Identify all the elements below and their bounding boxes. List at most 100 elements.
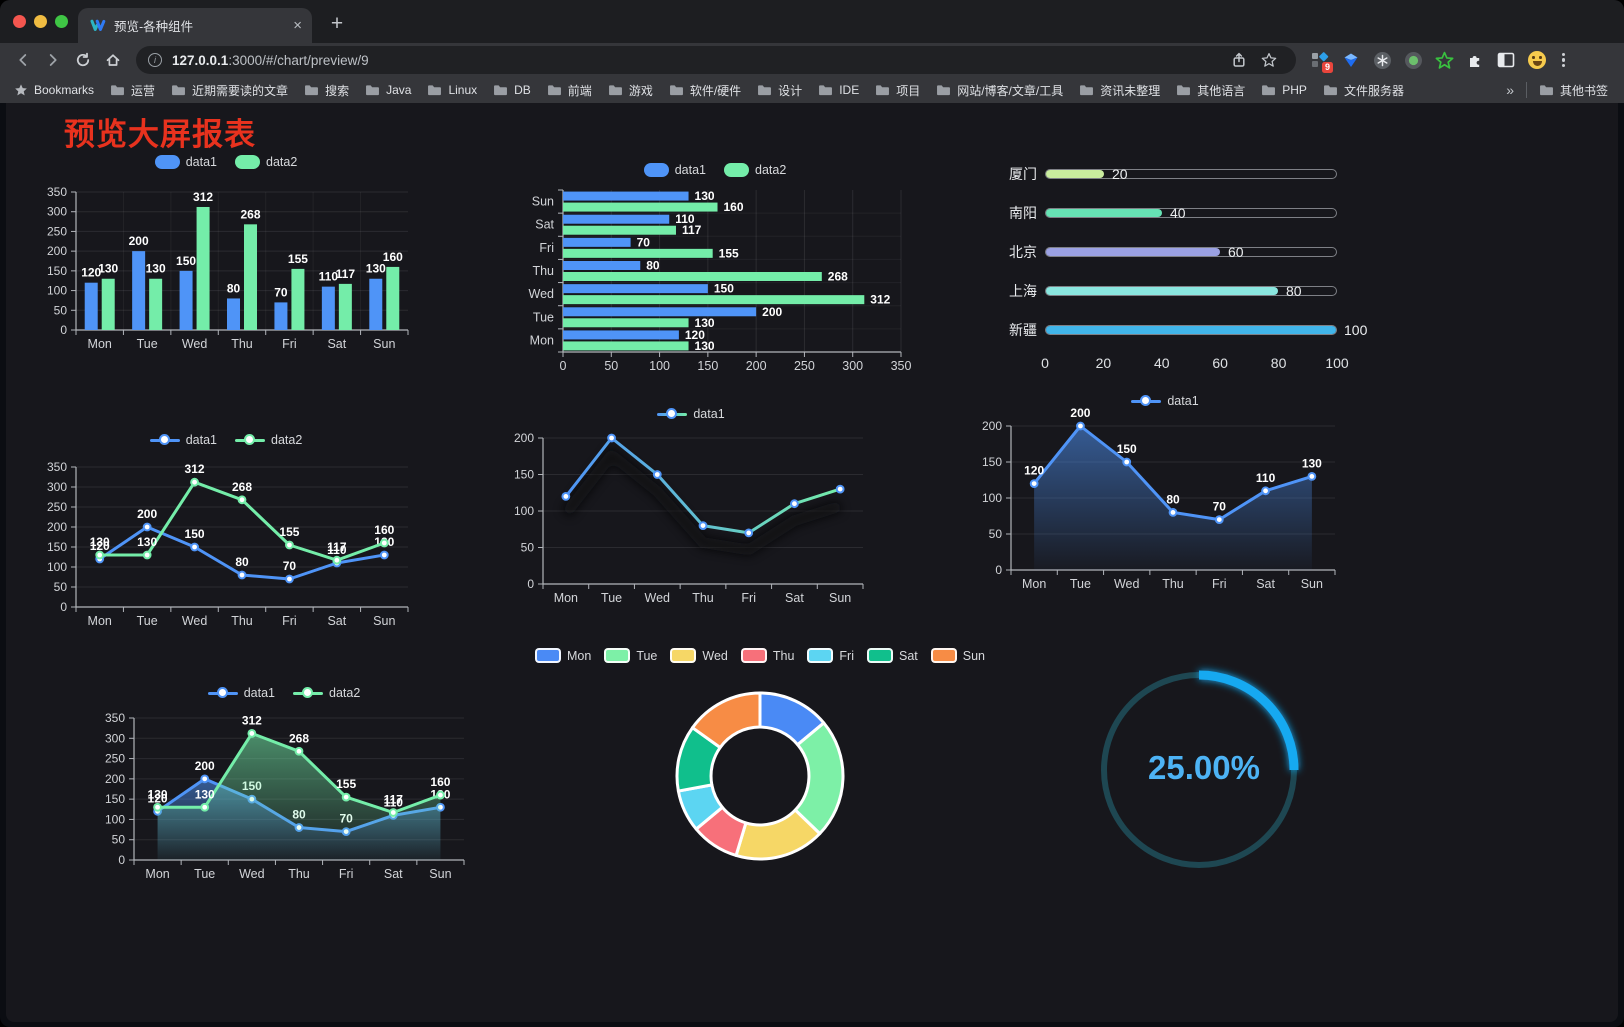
svg-text:Fri: Fri bbox=[741, 591, 756, 605]
legend-swatch bbox=[604, 648, 631, 663]
bookmark-item[interactable]: 其他语言 bbox=[1176, 82, 1245, 99]
legend-item-data1[interactable]: data1 bbox=[207, 686, 275, 700]
progress-value: 20 bbox=[1112, 166, 1128, 182]
bookmark-item[interactable]: DB bbox=[493, 83, 531, 97]
new-tab-button[interactable]: + bbox=[330, 12, 344, 35]
svg-text:200: 200 bbox=[129, 234, 149, 248]
bookmark-item[interactable]: 文件服务器 bbox=[1323, 82, 1404, 99]
svg-text:150: 150 bbox=[47, 264, 67, 278]
window-close-button[interactable] bbox=[13, 15, 26, 28]
legend-item-data1[interactable]: data1 bbox=[657, 407, 725, 421]
folder-icon bbox=[547, 85, 561, 96]
proxy-grid-icon[interactable]: 9 bbox=[1310, 50, 1333, 73]
svg-text:0: 0 bbox=[60, 600, 67, 614]
bookmark-item[interactable]: 前端 bbox=[547, 82, 592, 99]
pie-slice-Sun[interactable] bbox=[691, 691, 762, 750]
legend-item-Sat[interactable]: Sat bbox=[867, 648, 918, 663]
legend-item-data2[interactable]: data2 bbox=[235, 433, 302, 447]
star-outline-icon[interactable] bbox=[1434, 50, 1454, 70]
svg-text:130: 130 bbox=[366, 262, 386, 276]
bookmarks-overflow-icon[interactable]: » bbox=[1506, 82, 1514, 98]
emoji-icon[interactable] bbox=[1527, 50, 1547, 70]
forward-icon[interactable] bbox=[38, 46, 68, 74]
bookmark-item[interactable]: PHP bbox=[1261, 83, 1307, 97]
circle-asterisk-icon[interactable] bbox=[1372, 50, 1392, 70]
svg-text:200: 200 bbox=[514, 431, 534, 445]
circle-dot-icon[interactable] bbox=[1403, 50, 1423, 70]
svg-text:50: 50 bbox=[54, 303, 68, 317]
site-info-icon[interactable]: i bbox=[148, 53, 162, 67]
legend-item-data1[interactable]: data1 bbox=[149, 433, 217, 447]
svg-text:268: 268 bbox=[232, 480, 252, 494]
chart-gauge: 25.00% bbox=[1094, 660, 1314, 884]
hbar-data2-Fri bbox=[563, 248, 713, 258]
folder-icon bbox=[669, 85, 683, 96]
share-icon[interactable] bbox=[1224, 46, 1254, 74]
svg-text:Wed: Wed bbox=[529, 287, 555, 301]
legend-item-Tue[interactable]: Tue bbox=[604, 648, 657, 663]
svg-text:155: 155 bbox=[288, 252, 308, 266]
bookmark-item[interactable]: 设计 bbox=[757, 82, 802, 99]
svg-text:110: 110 bbox=[319, 270, 339, 284]
menu-dots-icon[interactable] bbox=[1558, 52, 1569, 68]
legend-item-data2[interactable]: data2 bbox=[724, 163, 786, 177]
bookmark-label: 其他语言 bbox=[1197, 83, 1246, 98]
legend-item-Wed[interactable]: Wed bbox=[670, 648, 728, 663]
legend-item-Sun[interactable]: Sun bbox=[930, 648, 985, 663]
svg-text:130: 130 bbox=[695, 316, 715, 330]
legend-item-data1[interactable]: data1 bbox=[1131, 394, 1199, 408]
svg-text:150: 150 bbox=[982, 455, 1002, 469]
bookmark-item[interactable]: 网站/博客/文章/工具 bbox=[936, 82, 1063, 99]
sidebar-icon[interactable] bbox=[1496, 50, 1516, 70]
puzzle-icon[interactable] bbox=[1465, 50, 1485, 70]
legend-item-Mon[interactable]: Mon bbox=[534, 648, 591, 663]
address-bar[interactable]: i 127.0.0.1:3000/#/chart/preview/9 bbox=[136, 46, 1296, 74]
svg-text:130: 130 bbox=[695, 189, 715, 203]
hbar-data1-Sun bbox=[563, 191, 689, 201]
bookmark-items: 运营 近期需要读的文章 搜索 Java Linux DB 前端 游戏 软件/硬件 设计 IDE 项目 网… bbox=[110, 82, 1404, 99]
browser-tab[interactable]: 预览-各种组件 × bbox=[78, 8, 312, 43]
bookmarks-root[interactable]: Bookmarks bbox=[14, 83, 94, 97]
svg-text:110: 110 bbox=[384, 795, 404, 809]
window-minimize-button[interactable] bbox=[34, 15, 47, 28]
bookmark-item[interactable]: 软件/硬件 bbox=[669, 82, 741, 99]
bookmark-item[interactable]: IDE bbox=[818, 83, 859, 97]
svg-text:130: 130 bbox=[90, 535, 110, 549]
other-bookmarks[interactable]: 其他书签 bbox=[1539, 82, 1608, 99]
bar-data1-Sat bbox=[321, 286, 335, 330]
bookmark-item[interactable]: 运营 bbox=[110, 82, 155, 99]
tab-close-icon[interactable]: × bbox=[293, 17, 302, 34]
bar-data2-Wed bbox=[196, 206, 210, 330]
legend-item-Thu[interactable]: Thu bbox=[740, 648, 794, 663]
bookmark-item[interactable]: Java bbox=[365, 83, 411, 97]
bookmark-label: 近期需要读的文章 bbox=[192, 83, 289, 98]
gem-icon[interactable] bbox=[1341, 50, 1361, 70]
legend-item-data1[interactable]: data1 bbox=[643, 163, 706, 177]
svg-text:120: 120 bbox=[685, 328, 705, 342]
legend-item-data2[interactable]: data2 bbox=[235, 155, 297, 169]
tab-strip: 预览-各种组件 × + bbox=[0, 0, 1624, 43]
legend-item-Fri[interactable]: Fri bbox=[807, 648, 854, 663]
bookmark-label: IDE bbox=[839, 83, 860, 97]
bookmark-item[interactable]: 游戏 bbox=[608, 82, 653, 99]
legend-item-data2[interactable]: data2 bbox=[293, 686, 360, 700]
folder-icon bbox=[1323, 85, 1337, 96]
chart-legend: data1 data2 bbox=[505, 163, 925, 177]
legend-item-data1[interactable]: data1 bbox=[154, 155, 217, 169]
svg-text:Thu: Thu bbox=[532, 264, 554, 278]
bookmark-item[interactable]: 搜索 bbox=[304, 82, 349, 99]
bookmark-star-icon[interactable] bbox=[1254, 46, 1284, 74]
window-zoom-button[interactable] bbox=[55, 15, 68, 28]
svg-text:117: 117 bbox=[336, 267, 356, 281]
bar-data1-Fri bbox=[274, 302, 288, 330]
bookmark-item[interactable]: 近期需要读的文章 bbox=[171, 82, 288, 99]
bar-data2-Thu bbox=[244, 224, 257, 330]
reload-icon[interactable] bbox=[68, 46, 98, 74]
bookmark-item[interactable]: 项目 bbox=[875, 82, 920, 99]
home-icon[interactable] bbox=[98, 46, 128, 74]
legend-marker bbox=[293, 687, 323, 699]
bookmark-item[interactable]: 资讯未整理 bbox=[1079, 82, 1160, 99]
bookmark-item[interactable]: Linux bbox=[427, 83, 477, 97]
back-icon[interactable] bbox=[8, 46, 38, 74]
